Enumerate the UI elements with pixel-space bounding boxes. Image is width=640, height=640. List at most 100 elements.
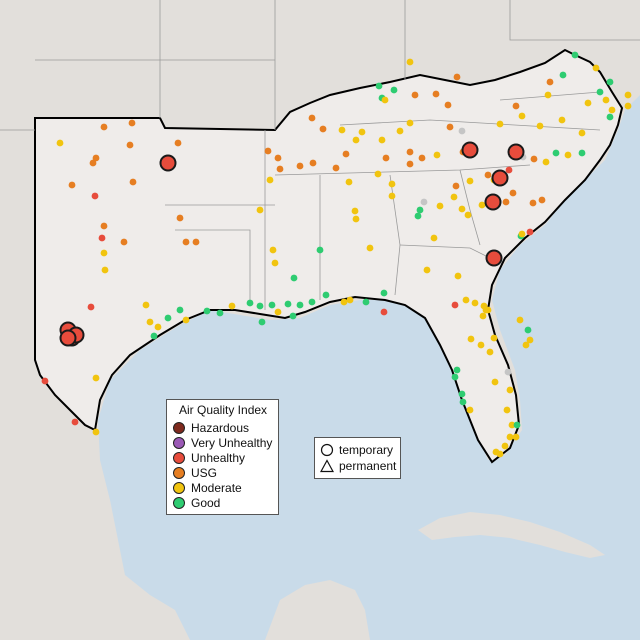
station-marker[interactable] <box>501 442 509 450</box>
station-marker[interactable] <box>508 421 516 429</box>
temporary-monitor-marker[interactable] <box>159 154 177 172</box>
station-marker[interactable] <box>458 127 466 135</box>
station-marker[interactable] <box>382 154 390 162</box>
station-marker[interactable] <box>446 123 454 131</box>
station-marker[interactable] <box>142 301 150 309</box>
station-marker[interactable] <box>338 126 346 134</box>
station-marker[interactable] <box>374 170 382 178</box>
station-marker[interactable] <box>264 147 272 155</box>
station-marker[interactable] <box>484 171 492 179</box>
station-marker[interactable] <box>309 159 317 167</box>
station-marker[interactable] <box>308 298 316 306</box>
station-marker[interactable] <box>450 193 458 201</box>
station-marker[interactable] <box>471 299 479 307</box>
station-marker[interactable] <box>182 238 190 246</box>
station-marker[interactable] <box>381 96 389 104</box>
station-marker[interactable] <box>120 238 128 246</box>
station-marker[interactable] <box>571 51 579 59</box>
station-marker[interactable] <box>477 341 485 349</box>
station-marker[interactable] <box>484 306 492 314</box>
station-marker[interactable] <box>602 96 610 104</box>
station-marker[interactable] <box>502 198 510 206</box>
station-marker[interactable] <box>414 212 422 220</box>
station-marker[interactable] <box>452 182 460 190</box>
station-marker[interactable] <box>418 154 426 162</box>
station-marker[interactable] <box>358 128 366 136</box>
station-marker[interactable] <box>558 116 566 124</box>
station-marker[interactable] <box>352 136 360 144</box>
station-marker[interactable] <box>396 127 404 135</box>
station-marker[interactable] <box>340 298 348 306</box>
station-marker[interactable] <box>518 112 526 120</box>
station-marker[interactable] <box>530 155 538 163</box>
station-marker[interactable] <box>274 154 282 162</box>
station-marker[interactable] <box>578 129 586 137</box>
station-marker[interactable] <box>486 348 494 356</box>
station-marker[interactable] <box>388 192 396 200</box>
station-marker[interactable] <box>505 166 513 174</box>
station-marker[interactable] <box>433 151 441 159</box>
station-marker[interactable] <box>459 398 467 406</box>
station-marker[interactable] <box>71 418 79 426</box>
station-marker[interactable] <box>268 301 276 309</box>
station-marker[interactable] <box>246 299 254 307</box>
station-marker[interactable] <box>332 164 340 172</box>
station-marker[interactable] <box>126 141 134 149</box>
station-marker[interactable] <box>41 377 49 385</box>
station-marker[interactable] <box>87 303 95 311</box>
station-marker[interactable] <box>504 368 512 376</box>
station-marker[interactable] <box>416 206 424 214</box>
station-marker[interactable] <box>266 176 274 184</box>
station-marker[interactable] <box>352 215 360 223</box>
station-marker[interactable] <box>432 90 440 98</box>
station-marker[interactable] <box>296 162 304 170</box>
temporary-monitor-marker[interactable] <box>485 249 503 267</box>
station-marker[interactable] <box>529 199 537 207</box>
station-marker[interactable] <box>174 139 182 147</box>
station-marker[interactable] <box>420 198 428 206</box>
station-marker[interactable] <box>458 390 466 398</box>
station-marker[interactable] <box>390 86 398 94</box>
station-marker[interactable] <box>128 119 136 127</box>
station-marker[interactable] <box>319 125 327 133</box>
station-marker[interactable] <box>150 332 158 340</box>
station-marker[interactable] <box>506 433 514 441</box>
temporary-monitor-marker[interactable] <box>461 141 479 159</box>
station-marker[interactable] <box>578 149 586 157</box>
station-marker[interactable] <box>503 406 511 414</box>
station-marker[interactable] <box>509 189 517 197</box>
station-marker[interactable] <box>89 159 97 167</box>
station-marker[interactable] <box>276 165 284 173</box>
station-marker[interactable] <box>269 246 277 254</box>
station-marker[interactable] <box>458 205 466 213</box>
station-marker[interactable] <box>366 244 374 252</box>
station-marker[interactable] <box>91 192 99 200</box>
station-marker[interactable] <box>308 114 316 122</box>
station-marker[interactable] <box>411 91 419 99</box>
station-marker[interactable] <box>462 296 470 304</box>
station-marker[interactable] <box>258 318 266 326</box>
station-marker[interactable] <box>453 366 461 374</box>
station-marker[interactable] <box>380 289 388 297</box>
station-marker[interactable] <box>192 238 200 246</box>
station-marker[interactable] <box>444 101 452 109</box>
station-marker[interactable] <box>538 196 546 204</box>
station-marker[interactable] <box>362 298 370 306</box>
station-marker[interactable] <box>544 91 552 99</box>
station-marker[interactable] <box>491 378 499 386</box>
station-marker[interactable] <box>216 309 224 317</box>
station-marker[interactable] <box>406 119 414 127</box>
station-marker[interactable] <box>624 91 632 99</box>
station-marker[interactable] <box>380 308 388 316</box>
station-marker[interactable] <box>451 301 459 309</box>
station-marker[interactable] <box>322 291 330 299</box>
station-marker[interactable] <box>182 316 190 324</box>
station-marker[interactable] <box>526 228 534 236</box>
station-marker[interactable] <box>176 306 184 314</box>
station-marker[interactable] <box>100 249 108 257</box>
station-marker[interactable] <box>592 64 600 72</box>
station-marker[interactable] <box>606 78 614 86</box>
station-marker[interactable] <box>513 421 521 429</box>
station-marker[interactable] <box>56 139 64 147</box>
